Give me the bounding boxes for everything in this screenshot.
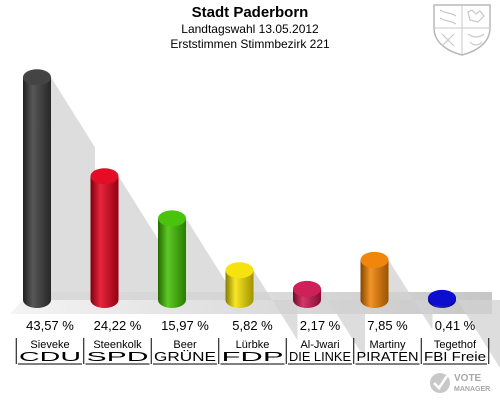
bar-top-PIRATEN	[360, 251, 389, 268]
bar-top-SPD	[90, 168, 119, 185]
bar-shadow	[293, 288, 365, 359]
bar-top-FBI Freie	[428, 289, 456, 306]
value-label: 15,97 %	[161, 318, 209, 333]
bar-top-FDP	[225, 262, 254, 279]
bar-GRÜNE	[158, 218, 186, 308]
value-label: 43,57 %	[26, 318, 74, 333]
party-label: CDU	[19, 349, 81, 364]
value-label: 5,82 %	[232, 318, 273, 333]
bar-PIRATEN	[360, 259, 389, 308]
candidate-label: Tegethof	[434, 339, 477, 351]
chart-subtitle-district: Erststimmen Stimmbezirk 221	[170, 37, 330, 51]
checkmark-icon	[430, 373, 450, 393]
logo-text-vote: VOTE	[454, 373, 482, 384]
bar-FDP	[225, 270, 254, 308]
bar-top-CDU	[23, 69, 51, 86]
coat-of-arms-icon	[433, 4, 491, 56]
value-label: 2,17 %	[300, 318, 341, 333]
bar-SPD	[90, 176, 119, 308]
party-label: DIE LINKE	[289, 349, 351, 364]
candidate-label: Lürbke	[236, 339, 270, 351]
value-label: 7,85 %	[367, 318, 408, 333]
bar-CDU	[23, 77, 51, 308]
candidate-label: Beer	[173, 339, 197, 351]
vote-manager-logo: VOTE MANAGER	[430, 373, 490, 393]
bar-shadow	[428, 297, 500, 368]
party-label: FDP	[222, 349, 284, 364]
logo-text-manager: MANAGER	[454, 386, 490, 393]
candidate-label: Martiny	[369, 339, 406, 351]
party-label: SPD	[87, 349, 149, 364]
candidate-label: Al-Jwari	[300, 339, 339, 351]
party-label: FBI Freie	[424, 349, 486, 364]
chart-subtitle-election: Landtagswahl 13.05.2012	[181, 22, 319, 36]
chart-title: Stadt Paderborn	[191, 4, 309, 21]
bar-top-DIE LINKE	[293, 280, 321, 297]
candidate-label: Steenkolk	[93, 339, 142, 351]
candidate-label: Sieveke	[30, 339, 69, 351]
bar-top-GRÜNE	[158, 210, 186, 227]
value-label: 0,41 %	[435, 318, 476, 333]
party-label: PIRATEN	[357, 349, 419, 364]
party-label: GRÜNE	[154, 349, 216, 364]
value-label: 24,22 %	[94, 318, 142, 333]
